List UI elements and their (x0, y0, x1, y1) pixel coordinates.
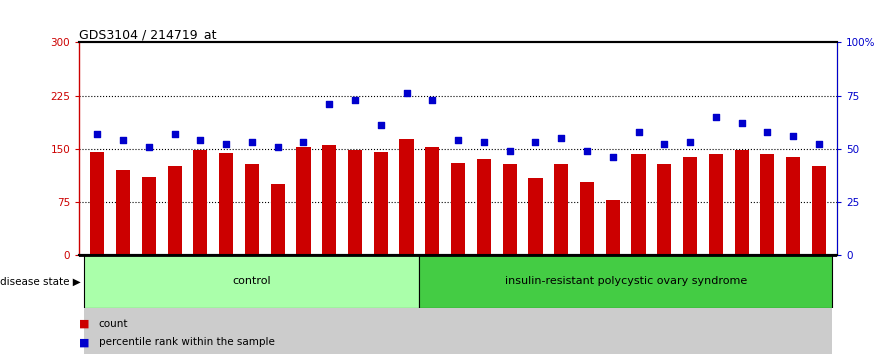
Bar (632, 154, 646, 255)
Point (374, 122, 388, 128)
Bar (374, 152, 388, 255)
Point (657, 142, 671, 147)
Bar (806, 255, 832, 354)
Point (399, 91, 413, 96)
Bar (368, 255, 394, 354)
Bar (522, 255, 548, 354)
Bar (419, 255, 445, 354)
Point (760, 129, 774, 135)
Point (270, 144, 285, 149)
Text: percentile rank within the sample: percentile rank within the sample (99, 337, 275, 348)
Bar (451, 163, 465, 255)
Bar (477, 159, 491, 255)
Bar (342, 255, 368, 354)
Bar (554, 164, 568, 255)
Text: GDS3104 / 214719_at: GDS3104 / 214719_at (79, 28, 217, 41)
Point (683, 139, 697, 145)
Bar (316, 255, 342, 354)
Point (632, 129, 646, 135)
Point (142, 144, 156, 149)
Bar (90, 152, 105, 255)
Bar (426, 147, 440, 255)
Point (580, 148, 594, 154)
Text: insulin-resistant polycystic ovary syndrome: insulin-resistant polycystic ovary syndr… (505, 276, 747, 286)
Bar (265, 255, 291, 354)
Bar (142, 177, 156, 255)
Bar (296, 147, 311, 255)
Bar (136, 255, 162, 354)
Bar (735, 150, 749, 255)
Bar (116, 170, 130, 255)
Bar (529, 178, 543, 255)
Bar (548, 255, 574, 354)
Bar (394, 255, 419, 354)
Bar (471, 255, 497, 354)
Point (477, 139, 491, 145)
Bar (85, 255, 419, 308)
Point (606, 154, 620, 160)
Point (426, 97, 440, 103)
Bar (245, 164, 259, 255)
Bar (167, 166, 181, 255)
Bar (626, 255, 651, 354)
Bar (708, 154, 723, 255)
Bar (754, 255, 781, 354)
Point (193, 137, 207, 143)
Point (348, 97, 362, 103)
Bar (162, 255, 188, 354)
Point (786, 133, 800, 139)
Bar (110, 255, 136, 354)
Bar (193, 150, 208, 255)
Point (554, 135, 568, 141)
Bar (781, 255, 806, 354)
Bar (605, 200, 620, 255)
Bar (703, 255, 729, 354)
Bar (729, 255, 754, 354)
Bar (651, 255, 677, 354)
Bar (219, 153, 233, 255)
Point (812, 142, 826, 147)
Bar (188, 255, 213, 354)
Point (709, 114, 723, 120)
Text: count: count (99, 319, 128, 329)
Point (90, 131, 104, 137)
Bar (677, 255, 703, 354)
Point (529, 139, 543, 145)
Bar (445, 255, 471, 354)
Bar (600, 255, 626, 354)
Point (116, 137, 130, 143)
Point (322, 101, 337, 107)
Bar (213, 255, 239, 354)
Bar (811, 166, 826, 255)
Point (219, 142, 233, 147)
Bar (786, 157, 800, 255)
Text: control: control (233, 276, 271, 286)
Text: ■: ■ (79, 319, 90, 329)
Bar (291, 255, 316, 354)
Bar (502, 164, 517, 255)
Bar (322, 145, 337, 255)
Bar (760, 154, 774, 255)
Point (245, 139, 259, 145)
Bar (85, 255, 110, 354)
Bar (239, 255, 265, 354)
Bar (497, 255, 522, 354)
Bar (399, 139, 414, 255)
Bar (574, 255, 600, 354)
Point (735, 120, 749, 126)
Bar (580, 182, 594, 255)
Point (451, 137, 465, 143)
Point (296, 139, 310, 145)
Bar (657, 164, 671, 255)
Point (167, 131, 181, 137)
Bar (348, 150, 362, 255)
Text: ■: ■ (79, 337, 90, 348)
Bar (419, 255, 832, 308)
Text: disease state ▶: disease state ▶ (0, 276, 81, 286)
Bar (270, 184, 285, 255)
Bar (683, 157, 697, 255)
Point (503, 148, 517, 154)
